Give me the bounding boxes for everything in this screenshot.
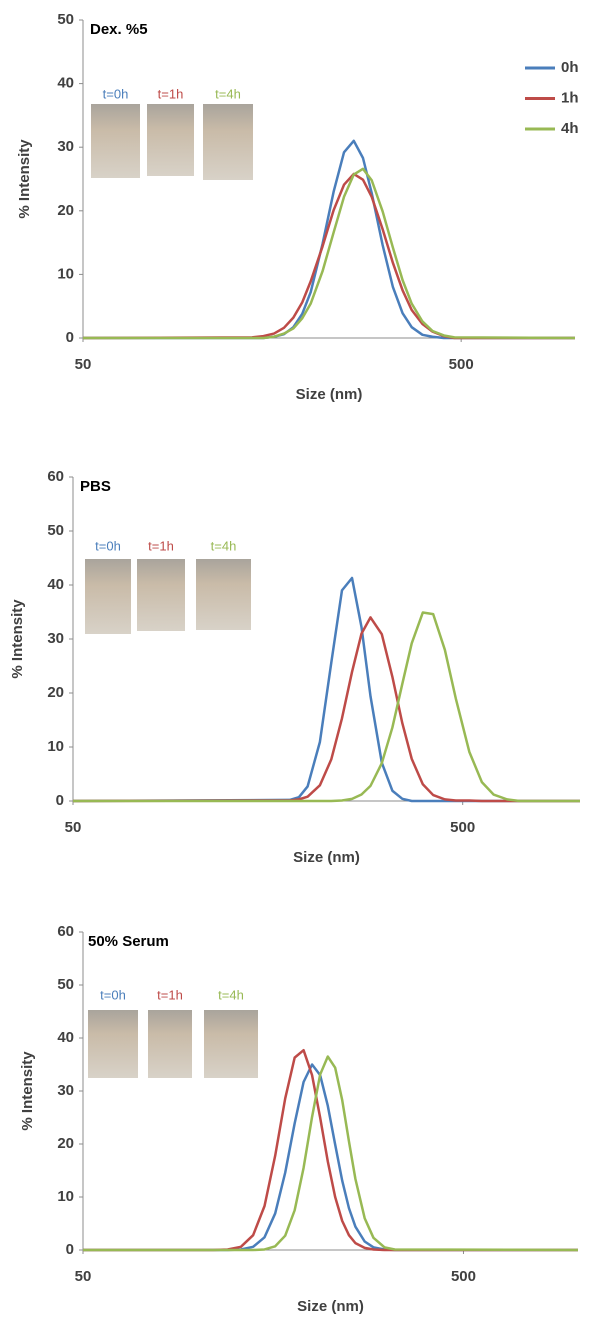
- y-tick-label: 30: [47, 630, 64, 647]
- series-line: [83, 1055, 579, 1252]
- series-line: [83, 1063, 578, 1252]
- y-tick-label: 40: [57, 1029, 74, 1046]
- inset-label: t=1h: [148, 538, 174, 553]
- y-tick-label: 60: [57, 923, 74, 940]
- series-line: [82, 172, 575, 340]
- y-tick-label: 10: [57, 1188, 74, 1205]
- y-tick-label: 0: [56, 792, 64, 809]
- y-tick-label: 20: [57, 202, 74, 219]
- inset-photo: [137, 559, 185, 631]
- chart-title: PBS: [80, 478, 111, 495]
- inset-label: t=0h: [100, 987, 126, 1002]
- y-tick-label: 60: [47, 468, 64, 485]
- x-axis-label: Size (nm): [297, 1298, 364, 1315]
- x-tick-label: 500: [451, 1268, 476, 1285]
- inset-photo: [88, 1010, 138, 1078]
- inset-photo: [91, 104, 140, 178]
- x-axis-label: Size (nm): [293, 849, 360, 866]
- chart-title: Dex. %5: [90, 21, 148, 38]
- inset-label: t=4h: [218, 987, 244, 1002]
- x-tick-label: 500: [450, 819, 475, 836]
- inset-label: t=4h: [215, 86, 241, 101]
- x-tick-label: 50: [65, 819, 82, 836]
- y-axis-label: % Intensity: [19, 1051, 36, 1131]
- y-tick-label: 50: [57, 976, 74, 993]
- y-axis-label: % Intensity: [9, 599, 26, 679]
- inset-photo: [85, 559, 131, 634]
- inset-label: t=0h: [103, 86, 129, 101]
- y-tick-label: 50: [57, 11, 74, 28]
- y-tick-label: 20: [47, 684, 64, 701]
- inset-label: t=1h: [158, 86, 184, 101]
- inset-photo: [204, 1010, 258, 1078]
- y-axis-label: % Intensity: [16, 139, 33, 219]
- y-tick-label: 0: [66, 1241, 74, 1258]
- inset-photo: [196, 559, 251, 630]
- series-line: [83, 1048, 578, 1252]
- x-tick-label: 50: [75, 356, 92, 373]
- inset-label: t=0h: [95, 538, 121, 553]
- x-tick-label: 500: [449, 356, 474, 373]
- inset-photo: [147, 104, 194, 176]
- y-tick-label: 20: [57, 1135, 74, 1152]
- legend-label: 4h: [561, 120, 579, 137]
- y-tick-label: 40: [57, 75, 74, 92]
- y-tick-label: 10: [47, 738, 64, 755]
- legend-label: 0h: [561, 59, 579, 76]
- x-axis-label: Size (nm): [296, 386, 363, 403]
- y-tick-label: 0: [66, 329, 74, 346]
- inset-label: t=1h: [157, 987, 183, 1002]
- series-line: [72, 616, 580, 803]
- chart-title: 50% Serum: [88, 933, 169, 950]
- inset-photo: [203, 104, 253, 180]
- series-line: [83, 167, 576, 340]
- inset-label: t=4h: [211, 538, 237, 553]
- y-tick-label: 30: [57, 138, 74, 155]
- legend-label: 1h: [561, 89, 579, 106]
- inset-photo: [148, 1010, 192, 1078]
- y-tick-label: 40: [47, 576, 64, 593]
- y-tick-label: 50: [47, 522, 64, 539]
- y-tick-label: 10: [57, 265, 74, 282]
- x-tick-label: 50: [75, 1268, 92, 1285]
- y-tick-label: 30: [57, 1082, 74, 1099]
- series-line: [73, 611, 580, 803]
